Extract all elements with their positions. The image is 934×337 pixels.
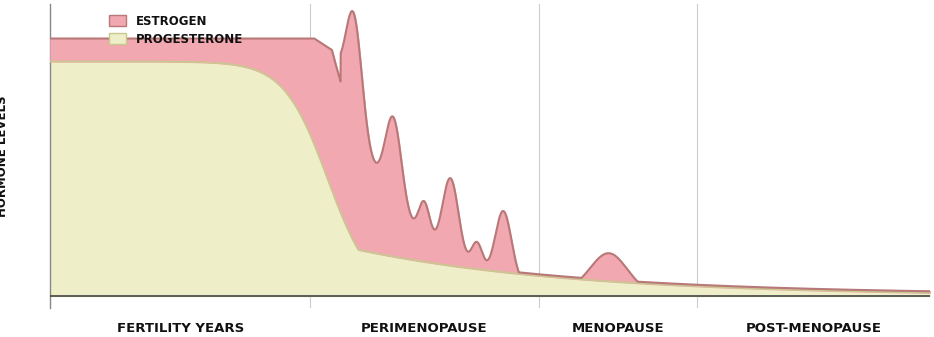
Text: FERTILITY YEARS: FERTILITY YEARS — [117, 322, 245, 335]
Text: PERIMENOPAUSE: PERIMENOPAUSE — [361, 322, 488, 335]
Legend: ESTROGEN, PROGESTERONE: ESTROGEN, PROGESTERONE — [105, 10, 248, 50]
Text: MENOPAUSE: MENOPAUSE — [572, 322, 664, 335]
Text: POST-MENOPAUSE: POST-MENOPAUSE — [745, 322, 882, 335]
Text: HORMONE LEVELS: HORMONE LEVELS — [0, 95, 8, 217]
